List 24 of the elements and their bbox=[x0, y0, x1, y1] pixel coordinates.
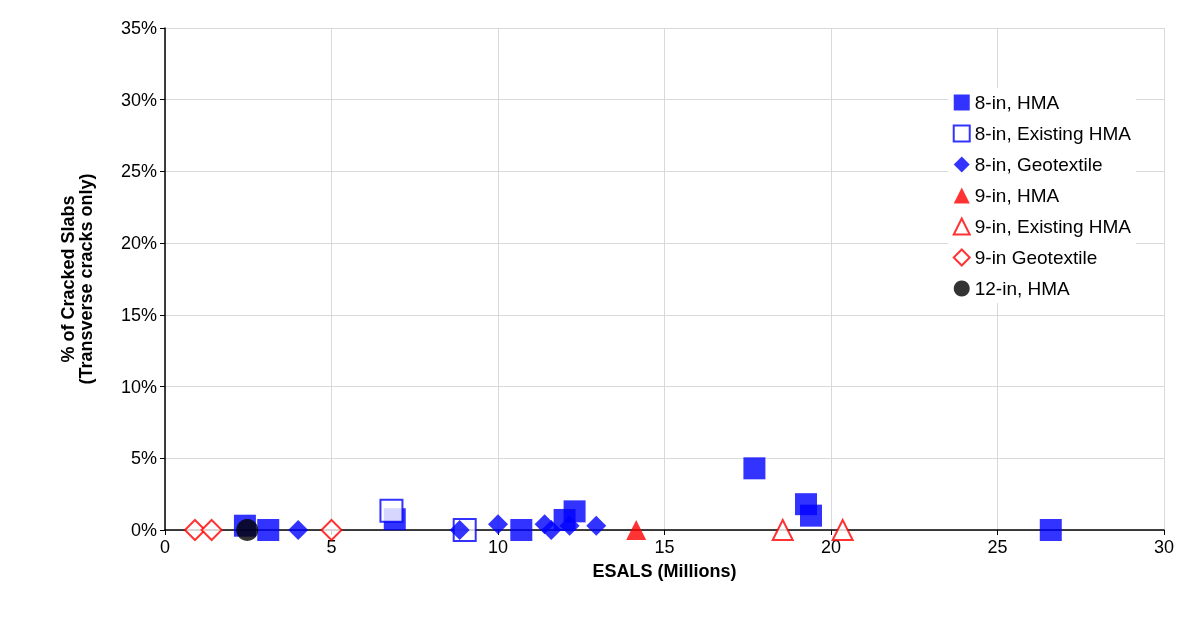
legend-label: 8-in, Existing HMA bbox=[974, 123, 1132, 144]
x-tick-label: 0 bbox=[159, 537, 171, 557]
legend-label: 9-in, Existing HMA bbox=[974, 216, 1132, 237]
y-tick-label: 0% bbox=[130, 520, 157, 540]
legend-label: 9-in Geotextile bbox=[974, 247, 1098, 268]
x-tick-label: 15 bbox=[654, 537, 675, 557]
legend-label: 8-in, HMA bbox=[974, 92, 1060, 113]
y-tick-label: 5% bbox=[130, 448, 157, 469]
y-tick-label: 20% bbox=[120, 233, 157, 254]
x-tick-label: 5 bbox=[326, 537, 337, 557]
x-axis-title: ESALS (Millions) bbox=[592, 561, 737, 581]
legend-label: 9-in, HMA bbox=[974, 185, 1060, 206]
y-tick-label: 15% bbox=[120, 304, 157, 325]
y-tick-label: 35% bbox=[120, 18, 157, 38]
y-tick-label: 10% bbox=[120, 376, 157, 397]
x-tick-label: 25 bbox=[987, 537, 1008, 557]
x-tick-label: 30 bbox=[1153, 537, 1175, 557]
x-tick-label: 20 bbox=[820, 537, 842, 557]
y-axis-title: % of Cracked Slabs (Transverse cracks only) bbox=[58, 173, 96, 385]
legend-label: 8-in, Geotextile bbox=[974, 154, 1103, 175]
y-tick-label: 25% bbox=[120, 161, 157, 182]
legend-label: 12-in, HMA bbox=[974, 278, 1071, 299]
y-tick-label: 30% bbox=[120, 89, 157, 110]
x-tick-label: 10 bbox=[487, 537, 509, 557]
